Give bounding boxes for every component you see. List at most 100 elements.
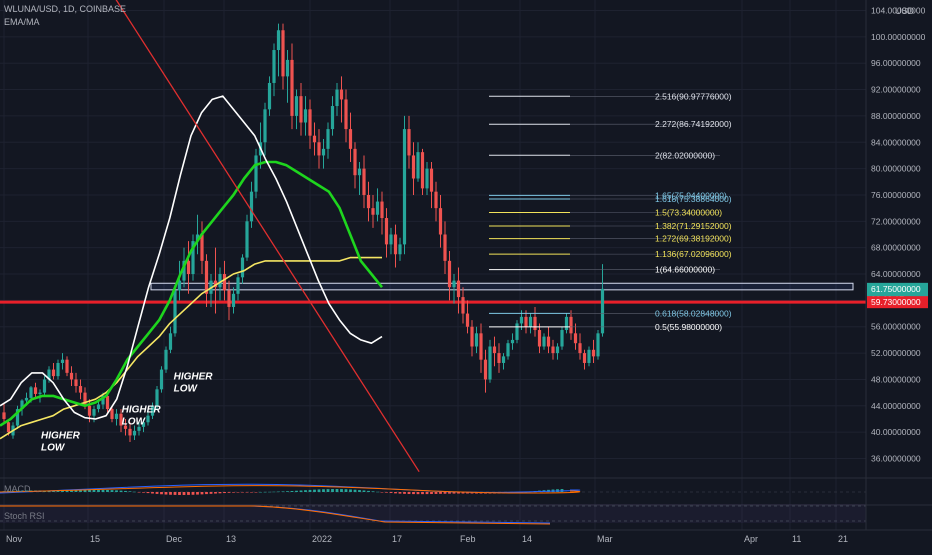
- candle-body: [596, 333, 600, 357]
- macd-histogram-bar: [344, 489, 348, 492]
- macd-histogram-bar: [191, 492, 195, 495]
- macd-histogram-bar: [358, 490, 361, 492]
- macd-histogram-bar: [304, 490, 307, 492]
- candle-body: [168, 333, 173, 350]
- macd-histogram-bar: [182, 492, 186, 495]
- macd-histogram-bar: [434, 492, 438, 494]
- price-tick-label: 104.00000000: [871, 6, 926, 16]
- candle-body: [132, 430, 137, 436]
- macd-histogram-bar: [412, 492, 415, 495]
- macd-histogram-bar: [236, 492, 240, 493]
- macd-histogram-bar: [308, 489, 312, 492]
- macd-histogram-bar: [70, 490, 73, 492]
- price-tick-label: 64.00000000: [871, 269, 921, 279]
- resistance-zone: [150, 282, 854, 291]
- macd-histogram-bar: [439, 492, 442, 494]
- moving-averages: [0, 95, 384, 440]
- candle-body: [492, 346, 497, 354]
- candle-body: [182, 260, 186, 281]
- macd-histogram-bar: [385, 492, 388, 493]
- support-price-badge: [867, 296, 928, 309]
- macd-histogram-bar: [299, 490, 303, 492]
- fib-level-label: 1.618(75.38864000): [655, 194, 732, 204]
- stoch-d-line: [0, 505, 551, 525]
- indicator-legend[interactable]: EMA/MA: [4, 17, 40, 27]
- macd-histogram-bar: [196, 492, 199, 495]
- candle-body: [564, 316, 569, 331]
- fib-level-label: 1.5(73.34000000): [655, 207, 722, 217]
- macd-histogram-bar: [443, 492, 447, 494]
- macd-histogram-bar: [187, 492, 190, 495]
- macd-histogram-bar: [254, 492, 258, 493]
- stoch-rsi-label[interactable]: Stoch RSI: [4, 511, 45, 521]
- candle-body: [348, 129, 353, 149]
- candle-body: [470, 326, 474, 347]
- candle-body: [425, 168, 429, 189]
- candle-body: [339, 89, 344, 100]
- candle-body: [560, 330, 564, 347]
- macd-histogram-bar: [281, 491, 285, 492]
- candle-body: [501, 356, 506, 363]
- candle-body: [407, 129, 411, 156]
- macd-histogram-bar: [128, 491, 132, 492]
- symbol-title[interactable]: WLUNA/USD, 1D, COINBASE: [4, 4, 127, 14]
- candlesticks: [2, 23, 605, 443]
- price-tick-label: 80.00000000: [871, 164, 921, 174]
- candle-body: [276, 30, 281, 51]
- macd-histogram-bar: [209, 492, 213, 494]
- macd-histogram-bar: [403, 492, 406, 494]
- time-tick-label: 15: [90, 534, 100, 544]
- time-tick-label: 13: [226, 534, 236, 544]
- candle-body: [321, 148, 326, 156]
- macd-histogram-bar: [146, 492, 150, 494]
- candle-body: [249, 191, 254, 222]
- candle-body: [42, 379, 47, 393]
- candle-body: [389, 234, 393, 245]
- time-tick-label: Nov: [6, 534, 23, 544]
- macd-label[interactable]: MACD: [4, 484, 31, 494]
- candle-body: [551, 346, 555, 354]
- macd-histogram-bar: [173, 492, 177, 495]
- fib-level-label: 1.65(75.94400000): [655, 190, 727, 200]
- fib-level-label: 1.272(69.38192000): [655, 234, 732, 244]
- candle-body: [92, 409, 96, 416]
- macd-histogram-bar: [317, 489, 321, 492]
- candle-body: [2, 412, 6, 419]
- candle-body: [200, 234, 204, 261]
- macd-histogram-bar: [295, 490, 298, 492]
- macd-histogram-bar: [322, 489, 325, 492]
- candle-body: [528, 316, 533, 327]
- macd-histogram-bar: [178, 492, 181, 495]
- currency-label: USD: [894, 6, 914, 16]
- candle-body: [506, 343, 510, 357]
- higher-low-note: HIGHER: [122, 404, 162, 415]
- macd-histogram-bar: [389, 492, 393, 494]
- candle-body: [231, 293, 236, 307]
- macd-histogram-bar: [227, 492, 231, 493]
- candle-body: [479, 333, 483, 360]
- time-axis[interactable]: Nov 15 Dec 13 2022 17 Feb 14 Mar Apr 11 21: [0, 529, 932, 544]
- candle-body: [497, 353, 501, 363]
- macd-histogram-bar: [425, 492, 429, 495]
- candle-body: [330, 106, 335, 130]
- candle-body: [294, 96, 299, 116]
- zone-box: [150, 282, 854, 291]
- fib-level-label: 2.272(86.74192000): [655, 119, 732, 129]
- higher-low-note: LOW: [122, 416, 147, 427]
- candle-body: [137, 426, 141, 431]
- candle-body: [141, 422, 146, 427]
- macd-histogram-bar: [110, 490, 114, 492]
- candle-body: [186, 260, 191, 275]
- price-tick-label: 52.00000000: [871, 348, 921, 358]
- candle-body: [555, 346, 560, 354]
- fib-level-label: 2(82.02000000): [655, 150, 715, 160]
- candle-body: [416, 152, 420, 179]
- macd-histogram-bar: [376, 491, 379, 493]
- candle-body: [420, 152, 425, 189]
- macd-histogram-bar: [155, 492, 159, 494]
- candle-body: [195, 234, 200, 242]
- price-axis[interactable]: 104.00000000 100.00000000 96.00000000 92.00…: [865, 0, 928, 530]
